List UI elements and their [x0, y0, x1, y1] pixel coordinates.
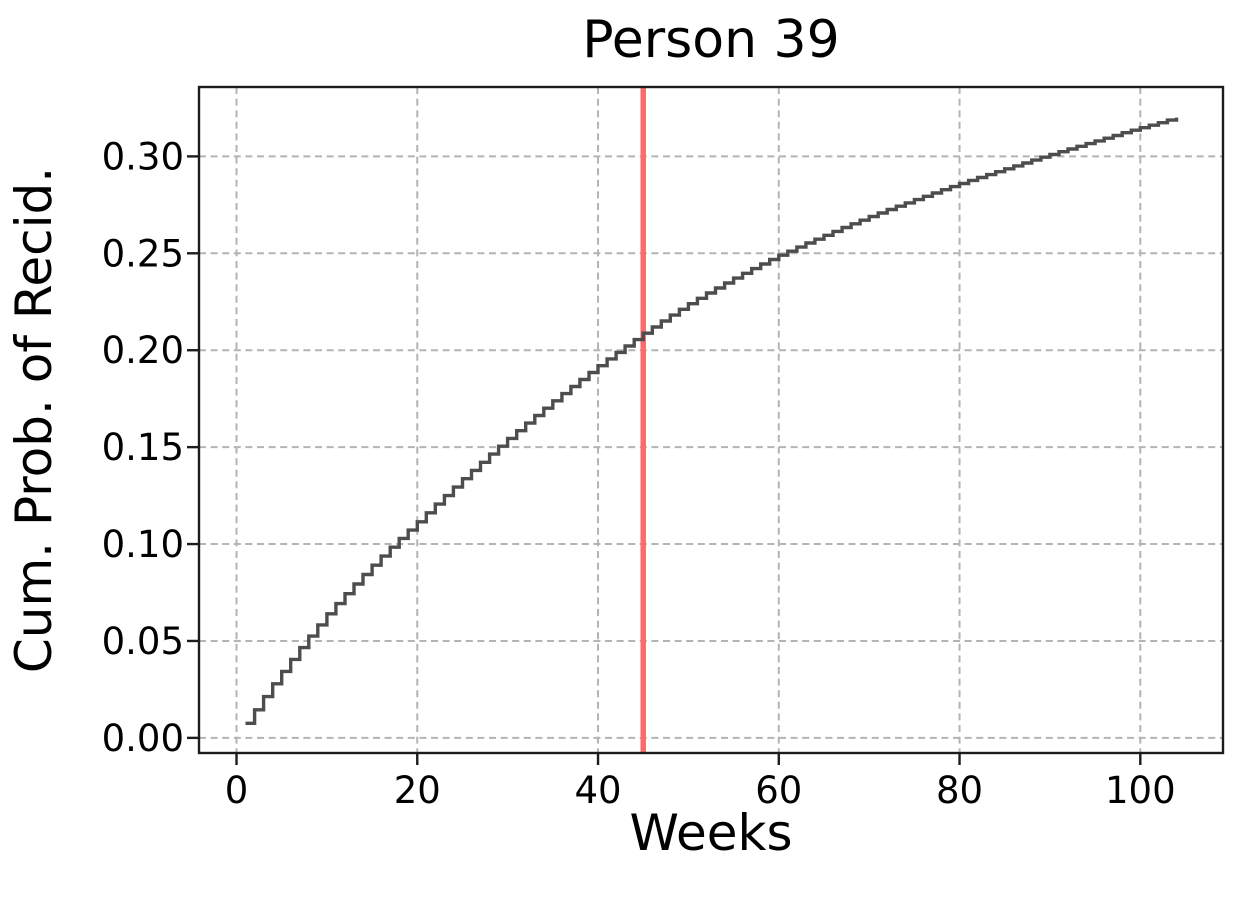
y-tick-label: 0.30: [102, 135, 184, 178]
x-tick-label: 60: [755, 769, 802, 812]
x-axis-label: Weeks: [629, 804, 793, 862]
plot-spines: [197, 85, 1225, 755]
chart-title: Person 39: [582, 10, 840, 70]
y-tick-label: 0.10: [102, 523, 184, 566]
y-tick-label: 0.00: [102, 717, 184, 760]
x-tick-label: 20: [394, 769, 441, 812]
x-tick-label: 80: [936, 769, 983, 812]
x-tick-label: 40: [574, 769, 621, 812]
y-tick-label: 0.15: [102, 426, 184, 469]
y-tick-label: 0.25: [102, 232, 184, 275]
x-tick-label: 0: [225, 769, 249, 812]
y-tick-label: 0.05: [102, 620, 184, 663]
step-curve-cumulative-probability-of-recidivism: [245, 117, 1179, 725]
y-tick-label: 0.20: [102, 329, 184, 372]
x-tick-label: 100: [1105, 769, 1176, 812]
